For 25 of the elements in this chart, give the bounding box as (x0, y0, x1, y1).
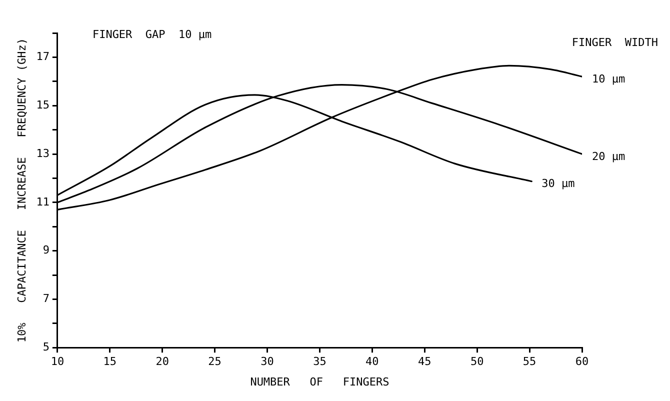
y-tick-label: 9 (42, 244, 50, 257)
x-tick-label: 10 (50, 355, 64, 368)
x-tick-label: 35 (313, 355, 326, 368)
x-tick-label: 30 (260, 355, 274, 368)
y-axis-title: 10% CAPACITANCE INCREASE FREQUENCY (GHz) (15, 38, 28, 343)
annotation: FINGER GAP 10 µm (92, 28, 212, 41)
series-label: 30 µm (542, 177, 576, 190)
legend-title: FINGER WIDTH (572, 36, 658, 49)
y-tick-label: 5 (42, 340, 50, 354)
x-tick-label: 15 (103, 355, 117, 368)
x-tick-label: 50 (470, 355, 484, 368)
x-tick-label: 25 (208, 355, 222, 368)
x-tick-label: 60 (575, 355, 589, 368)
x-tick-label: 20 (156, 355, 169, 368)
series-label: 10 µm (592, 72, 626, 86)
x-tick-label: 45 (418, 355, 432, 368)
x-tick-label: 55 (522, 355, 536, 368)
y-tick-label: 13 (36, 146, 50, 160)
y-tick-label: 11 (36, 195, 50, 208)
y-tick-label: 17 (36, 50, 50, 64)
y-tick-label: 15 (36, 98, 50, 112)
series-label: 20 µm (592, 150, 626, 163)
x-tick-label: 40 (366, 355, 379, 368)
y-tick-label: 7 (42, 292, 50, 306)
x-axis-title: NUMBER OF FINGERS (250, 375, 390, 388)
